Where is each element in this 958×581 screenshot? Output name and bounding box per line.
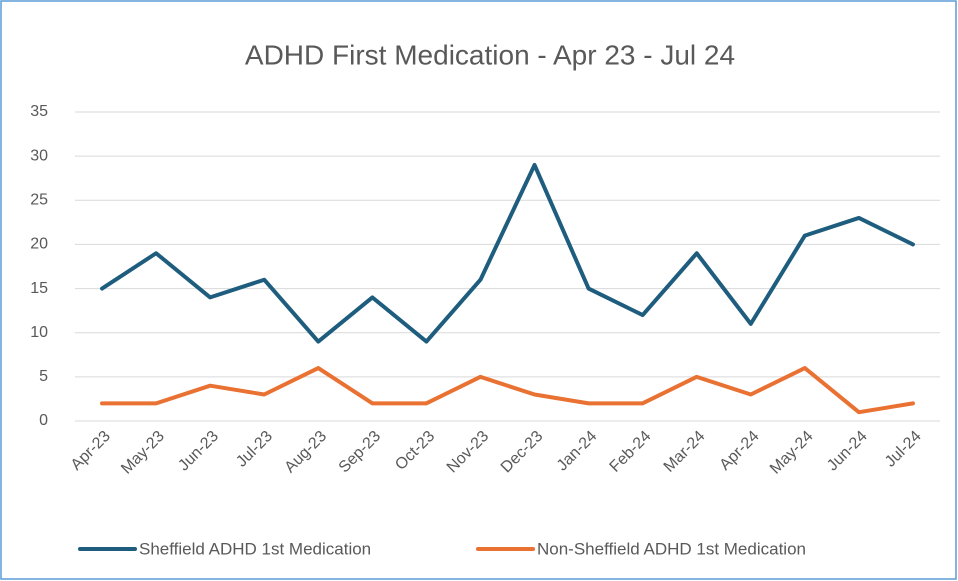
legend-label: Sheffield ADHD 1st Medication bbox=[139, 539, 371, 558]
y-tick-label: 15 bbox=[30, 280, 48, 297]
y-tick-label: 10 bbox=[30, 324, 48, 341]
y-tick-label: 25 bbox=[30, 192, 48, 209]
y-tick-label: 35 bbox=[30, 103, 48, 120]
series-line bbox=[100, 366, 915, 415]
series-line bbox=[100, 162, 915, 344]
y-tick-label: 0 bbox=[39, 412, 48, 429]
y-tick-label: 20 bbox=[30, 236, 48, 253]
legend-label: Non-Sheffield ADHD 1st Medication bbox=[537, 539, 806, 558]
y-tick-label: 5 bbox=[39, 368, 48, 385]
chart-title: ADHD First Medication - Apr 23 - Jul 24 bbox=[245, 39, 735, 70]
y-tick-label: 30 bbox=[30, 147, 48, 164]
